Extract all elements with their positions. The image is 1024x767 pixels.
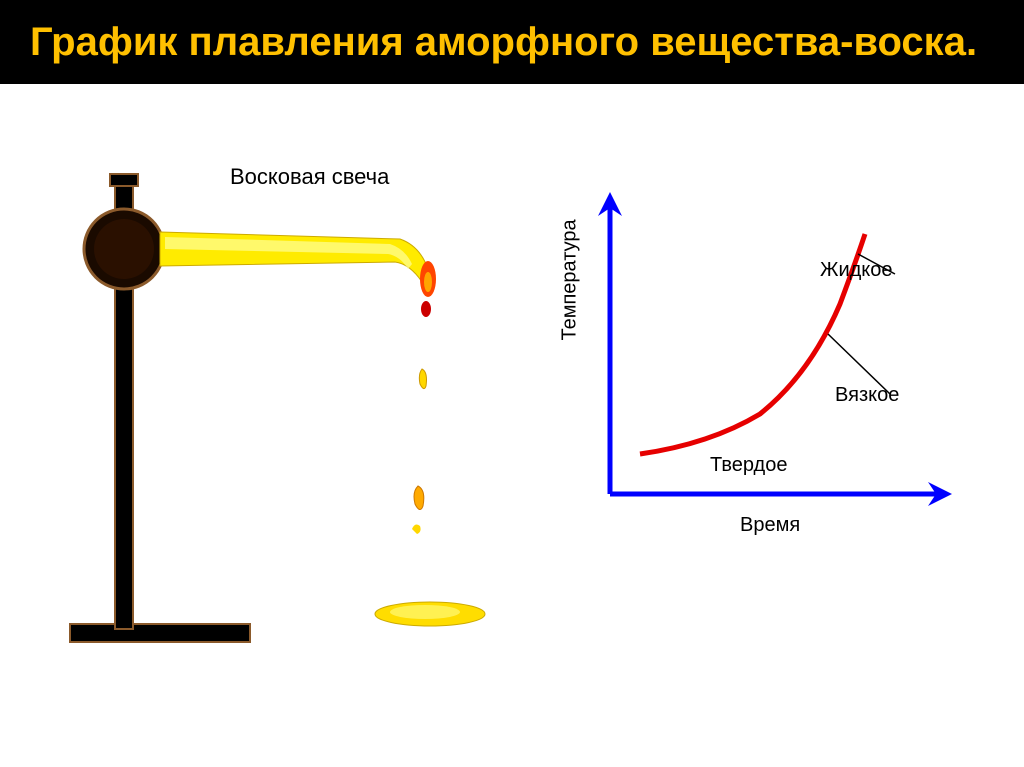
page-title: График плавления аморфного вещества-воск…	[30, 18, 994, 66]
drip-1	[421, 301, 431, 317]
title-bar: График плавления аморфного вещества-воск…	[0, 0, 1024, 84]
x-axis-label: Время	[740, 514, 800, 537]
flame-inner	[424, 272, 432, 292]
chart-svg	[560, 184, 980, 554]
stand-base	[70, 624, 250, 642]
drip-3	[414, 486, 424, 510]
viscous-label: Вязкое	[835, 384, 899, 407]
content-area: Восковая свеча	[0, 104, 1024, 724]
stand-cap	[110, 174, 138, 186]
melting-chart: Температура Время Жидкое Вязкое Твердое	[560, 184, 980, 564]
candle-svg	[50, 134, 520, 654]
y-axis-label: Температура	[559, 219, 582, 340]
stand-clamp-inner	[94, 219, 154, 279]
solid-label: Твердое	[710, 454, 787, 477]
drip-2	[419, 369, 426, 389]
liquid-label: Жидкое	[820, 259, 893, 282]
candle-label: Восковая свеча	[230, 164, 389, 190]
candle-illustration: Восковая свеча	[50, 134, 520, 654]
drip-4	[412, 525, 421, 534]
wax-puddle-highlight	[390, 605, 460, 619]
